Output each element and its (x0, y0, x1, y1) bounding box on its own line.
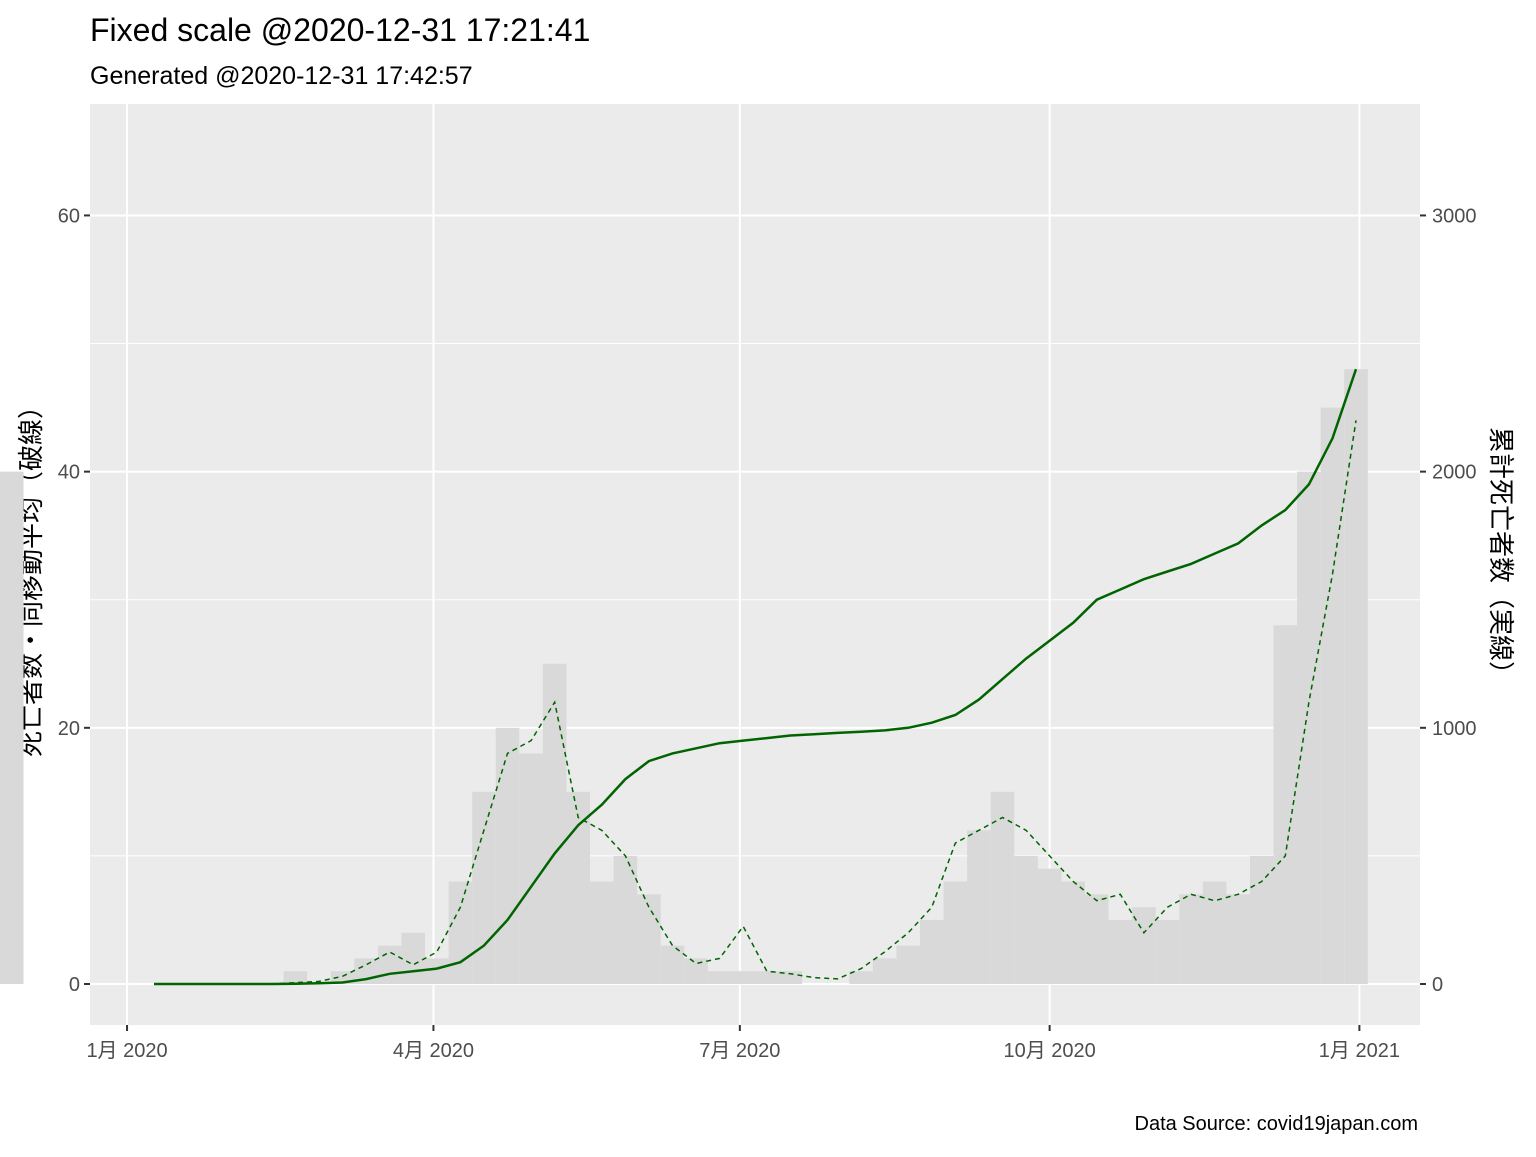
bar (943, 881, 968, 985)
bar (1249, 855, 1274, 985)
bar (1014, 855, 1038, 985)
bar (919, 919, 944, 985)
bar (967, 830, 991, 985)
bar (283, 971, 308, 985)
caption: Data Source: covid19japan.com (1135, 1113, 1419, 1135)
bar (872, 958, 897, 985)
bar (849, 971, 873, 985)
bar (495, 727, 520, 985)
y-tick-label: 20 (58, 718, 80, 740)
moving-average-line (154, 420, 1357, 985)
bar (778, 971, 803, 985)
bar (1084, 894, 1109, 985)
bar (425, 958, 449, 985)
chart-subtitle: Generated @2020-12-31 17:42:57 (90, 62, 473, 90)
bar (1179, 894, 1203, 985)
bar (660, 945, 685, 985)
chart-title: Fixed scale @2020-12-31 17:21:41 (90, 12, 590, 48)
bar (1273, 625, 1298, 985)
bar (401, 932, 426, 985)
panel (90, 104, 1420, 1025)
cumulative-line (154, 368, 1358, 986)
y2-tick-label: 1000 (1432, 718, 1477, 740)
bar (613, 855, 638, 985)
y-tick-label: 60 (58, 205, 80, 227)
bar (472, 791, 496, 985)
x-tick-label: 7月 2020 (699, 1040, 780, 1062)
bar (1297, 471, 1321, 985)
y2-tick-label: 2000 (1432, 462, 1477, 484)
y2-tick-label: 0 (1432, 974, 1443, 996)
y-tick-label: 40 (58, 462, 80, 484)
bar (542, 663, 567, 985)
bar (1320, 407, 1345, 985)
x-tick-label: 4月 2020 (393, 1040, 474, 1062)
bar (755, 971, 779, 985)
bar (731, 971, 755, 985)
bar (637, 894, 661, 985)
y2-axis-title: 累計死亡者数（実線） (1486, 427, 1516, 687)
bar (1108, 919, 1133, 985)
bar (1155, 919, 1180, 985)
bar (0, 471, 24, 985)
y-tick-label: 0 (69, 974, 80, 996)
bar (1061, 881, 1085, 985)
bar (1344, 369, 1368, 985)
bar (990, 791, 1015, 985)
bar (896, 945, 920, 985)
bar (1202, 881, 1227, 985)
x-tick-label: 1月 2020 (86, 1040, 167, 1062)
bar (707, 971, 732, 985)
bar (684, 958, 708, 985)
bar (377, 945, 402, 985)
bar (1037, 868, 1062, 985)
bar (519, 753, 543, 985)
y2-tick-label: 3000 (1432, 205, 1477, 227)
x-tick-label: 10月 2020 (1003, 1040, 1095, 1062)
bar (448, 881, 473, 985)
bar (590, 881, 614, 985)
bar (1226, 894, 1250, 985)
bar (566, 791, 591, 985)
x-tick-label: 1月 2021 (1319, 1040, 1400, 1062)
